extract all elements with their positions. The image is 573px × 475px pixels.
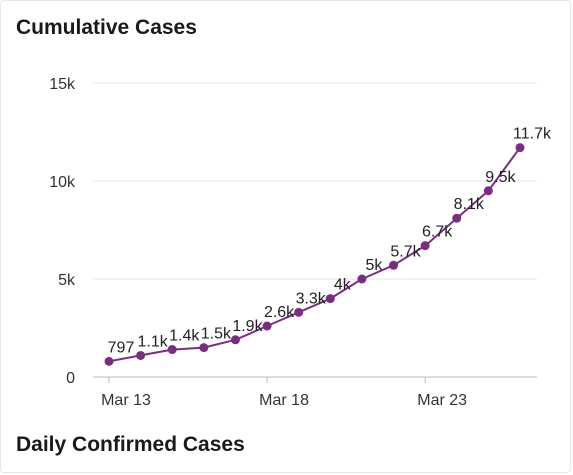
series-cumulative-cases (104, 143, 525, 366)
data-label: 1.5k (201, 326, 232, 343)
x-tick-label: Mar 13 (101, 392, 151, 409)
x-tick-label: Mar 23 (417, 392, 467, 409)
data-point[interactable] (262, 321, 272, 331)
data-label: 2.6k (264, 304, 295, 321)
data-point[interactable] (515, 143, 525, 153)
data-point[interactable] (136, 350, 146, 360)
data-point[interactable] (167, 345, 177, 355)
y-tick-label: 15k (49, 76, 76, 93)
y-axis-ticks: 0 5k 10k 15k (49, 76, 76, 387)
data-label: 3.3k (296, 290, 327, 307)
data-point[interactable] (325, 294, 335, 304)
data-point[interactable] (230, 335, 240, 345)
data-point[interactable] (389, 260, 399, 270)
data-label: 797 (108, 339, 135, 356)
x-axis-ticks: Mar 13 Mar 18 Mar 23 (101, 377, 467, 409)
data-label: 1.9k (232, 318, 263, 335)
data-point[interactable] (294, 307, 304, 317)
data-label: 5k (365, 257, 383, 274)
series-line (108, 147, 521, 363)
y-tick-label: 5k (58, 272, 76, 289)
data-label: 8.1k (454, 196, 485, 213)
y-tick-label: 0 (66, 370, 75, 387)
data-point[interactable] (199, 343, 209, 353)
data-label: 11.7k (513, 126, 552, 143)
data-point[interactable] (483, 186, 493, 196)
next-section-title: Daily Confirmed Cases (16, 433, 245, 456)
data-point[interactable] (357, 274, 367, 284)
data-point[interactable] (420, 241, 430, 251)
data-label: 1.1k (137, 333, 168, 350)
grid-lines (93, 82, 537, 378)
y-tick-label: 10k (49, 174, 76, 191)
data-label: 6.7k (422, 224, 453, 241)
data-label: 1.4k (169, 328, 200, 345)
data-point[interactable] (104, 356, 114, 366)
x-tick-label: Mar 18 (259, 392, 309, 409)
data-label: 5.7k (390, 243, 421, 260)
data-labels: 797 1.1k 1.4k 1.5k 1.9k2.6k3.3k 4k 5k 5.7k6.7k8… (108, 126, 552, 357)
cumulative-cases-chart: 0 5k 10k 15k Mar 13 Mar 18 Mar 23 797 1.1k 1.4k… (49, 76, 552, 409)
data-label: 9.5k (485, 169, 516, 186)
data-label: 4k (334, 277, 352, 294)
chart-title: Cumulative Cases (16, 16, 197, 39)
data-point[interactable] (452, 213, 462, 223)
